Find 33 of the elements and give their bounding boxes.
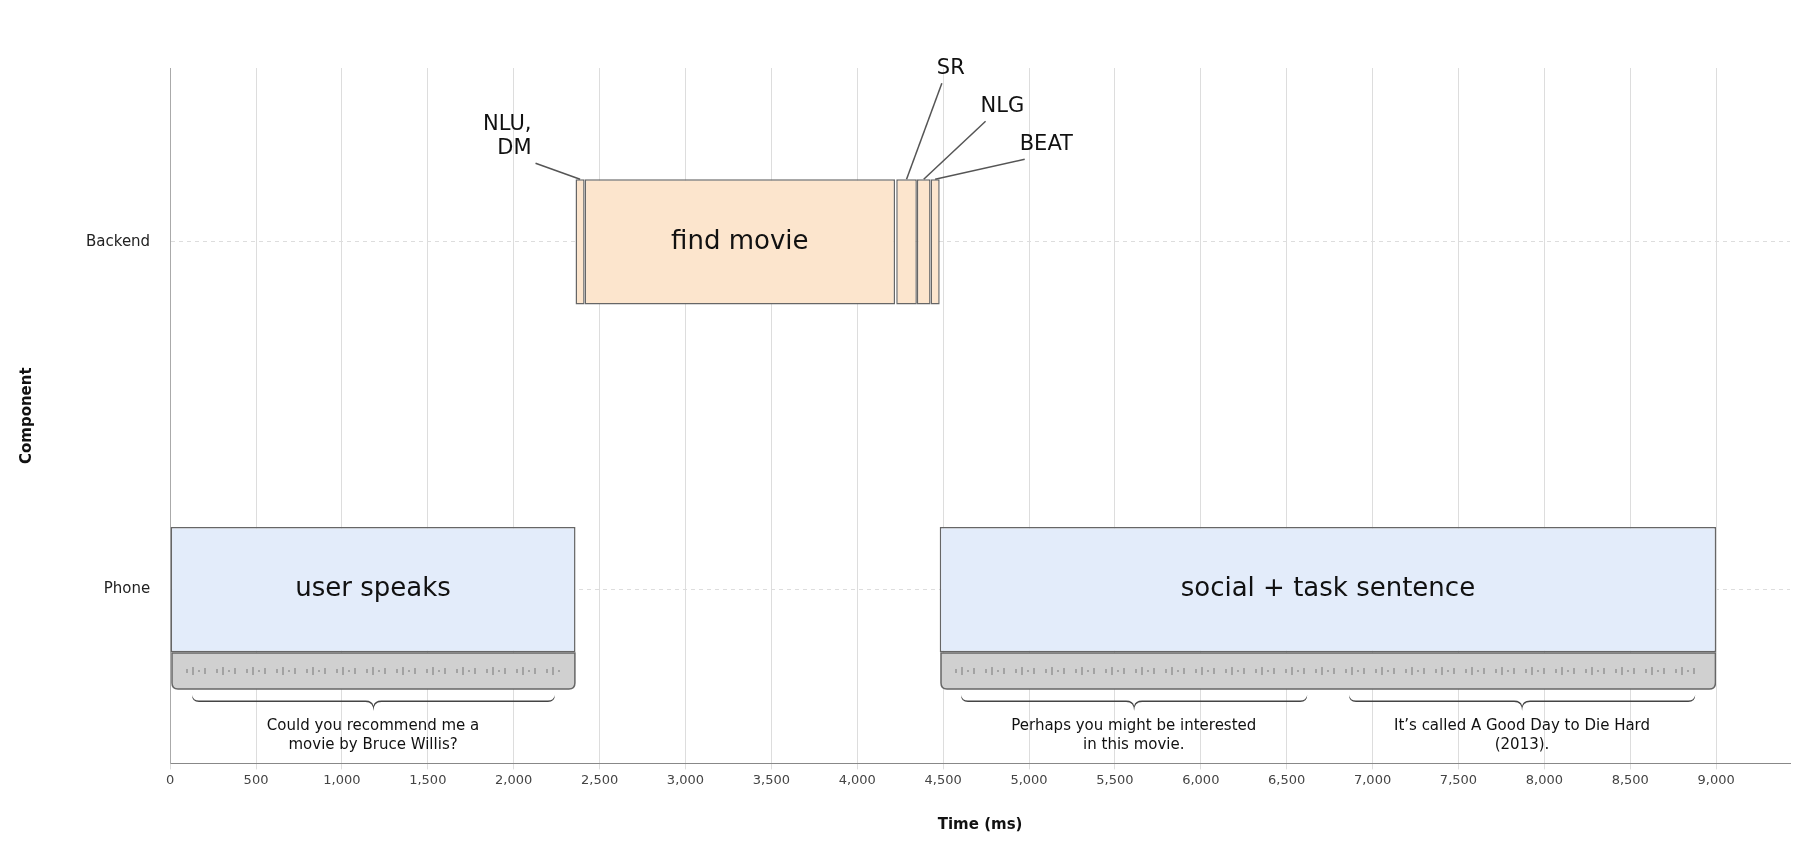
x-tick-label: 4,000: [838, 771, 876, 787]
x-tick-label: 4,500: [924, 771, 962, 787]
text: SR: [936, 55, 965, 80]
x-tick-label: 5,500: [1096, 771, 1134, 787]
text: NLG: [980, 93, 1025, 118]
x-axis-title: Time (ms): [937, 814, 1023, 833]
x-tick-label: 0: [166, 771, 175, 787]
annotation: Perhaps you might be interested in this movie.: [1010, 716, 1258, 755]
x-tick-label: 1,500: [409, 771, 447, 787]
x-tick-label: 2,000: [495, 771, 533, 787]
y-tick-label: Phone: [103, 579, 151, 598]
y-tick-label: Backend: [86, 231, 151, 250]
x-tick-label: 7,500: [1439, 771, 1478, 787]
text: BEAT: [1019, 131, 1074, 156]
series-label: user speaks: [295, 572, 451, 603]
x-tick-label: 500: [243, 771, 269, 787]
x-tick-label: 3,500: [752, 771, 790, 787]
series-label: find movie: [671, 224, 809, 255]
x-tick-label: 2,500: [580, 771, 619, 787]
series-label: social + task sentence: [1180, 572, 1476, 603]
text: NLU, DM: [483, 111, 532, 160]
x-tick-label: 5,000: [1010, 771, 1048, 787]
annotation: Could you recommend me a movie by Bruce Willis?: [265, 716, 481, 755]
x-tick-label: 7,000: [1353, 771, 1392, 787]
annotation: It’s called A Good Day to Die Hard (2013).: [1392, 716, 1652, 755]
x-tick-label: 6,500: [1268, 771, 1306, 787]
y-axis-title: Component: [16, 367, 35, 465]
x-tick-label: 3,000: [666, 771, 705, 787]
x-tick-label: 6,000: [1182, 771, 1220, 787]
x-tick-label: 8,500: [1611, 771, 1649, 787]
x-tick-label: 1,000: [323, 771, 361, 787]
x-tick-label: 9,000: [1697, 771, 1735, 787]
x-tick-label: 8,000: [1525, 771, 1563, 787]
